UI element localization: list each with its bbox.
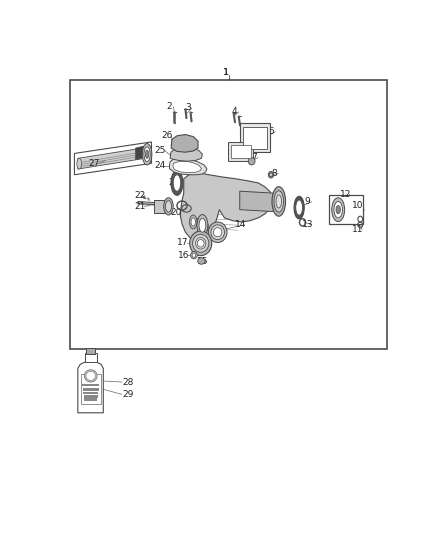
Ellipse shape xyxy=(190,215,197,229)
Text: 5: 5 xyxy=(268,127,274,136)
Bar xyxy=(82,384,99,386)
Bar xyxy=(329,195,363,224)
Polygon shape xyxy=(74,142,152,175)
Bar xyxy=(86,349,95,354)
Ellipse shape xyxy=(164,198,173,215)
Ellipse shape xyxy=(276,195,282,208)
Ellipse shape xyxy=(294,196,304,219)
Ellipse shape xyxy=(145,150,149,158)
Text: 23: 23 xyxy=(169,177,180,187)
Bar xyxy=(243,127,267,149)
Ellipse shape xyxy=(197,215,208,236)
Bar xyxy=(85,353,97,362)
Bar xyxy=(70,80,388,349)
Ellipse shape xyxy=(208,222,227,243)
Ellipse shape xyxy=(269,173,272,176)
Bar xyxy=(228,142,254,160)
Bar xyxy=(83,388,99,391)
Text: 29: 29 xyxy=(122,390,134,399)
Ellipse shape xyxy=(190,231,212,256)
Ellipse shape xyxy=(197,240,204,247)
Text: 13: 13 xyxy=(302,220,314,229)
Bar xyxy=(84,395,98,398)
Text: 11: 11 xyxy=(352,225,364,235)
Polygon shape xyxy=(78,362,103,413)
Text: 1: 1 xyxy=(223,68,229,77)
Ellipse shape xyxy=(192,253,196,257)
Text: 22: 22 xyxy=(134,191,146,200)
Text: 20: 20 xyxy=(170,208,182,217)
Text: 25: 25 xyxy=(154,146,166,155)
Ellipse shape xyxy=(142,143,152,165)
Ellipse shape xyxy=(248,158,255,165)
Bar xyxy=(84,399,97,401)
Bar xyxy=(154,200,171,213)
Ellipse shape xyxy=(171,171,183,195)
Ellipse shape xyxy=(77,158,81,169)
Polygon shape xyxy=(180,173,272,241)
Text: 15: 15 xyxy=(197,257,208,266)
Bar xyxy=(240,124,270,152)
Ellipse shape xyxy=(336,206,340,214)
Text: 16: 16 xyxy=(178,251,190,260)
Ellipse shape xyxy=(173,175,181,191)
Ellipse shape xyxy=(211,225,224,240)
Ellipse shape xyxy=(274,191,283,212)
Polygon shape xyxy=(170,147,202,161)
Ellipse shape xyxy=(191,252,197,259)
Text: 7: 7 xyxy=(251,153,257,162)
Polygon shape xyxy=(240,191,276,212)
Text: 14: 14 xyxy=(235,220,247,229)
Text: 3: 3 xyxy=(185,103,191,112)
Ellipse shape xyxy=(199,219,206,232)
Ellipse shape xyxy=(144,147,150,161)
Text: 28: 28 xyxy=(122,377,134,386)
Ellipse shape xyxy=(84,370,97,382)
Polygon shape xyxy=(170,158,207,175)
Ellipse shape xyxy=(193,235,209,252)
Ellipse shape xyxy=(198,257,205,264)
Text: 24: 24 xyxy=(154,161,166,170)
Text: 26: 26 xyxy=(162,131,173,140)
Text: 18: 18 xyxy=(205,224,217,232)
Text: 19: 19 xyxy=(191,218,202,227)
Text: 1: 1 xyxy=(223,68,229,77)
Ellipse shape xyxy=(272,187,286,216)
Ellipse shape xyxy=(86,372,95,381)
Ellipse shape xyxy=(332,198,345,222)
Ellipse shape xyxy=(296,200,303,215)
Polygon shape xyxy=(173,161,201,173)
Polygon shape xyxy=(171,134,198,152)
Bar xyxy=(81,374,101,405)
Ellipse shape xyxy=(268,172,274,178)
Ellipse shape xyxy=(196,238,206,249)
Ellipse shape xyxy=(166,200,172,212)
Bar xyxy=(83,392,98,394)
Bar xyxy=(231,145,251,158)
Ellipse shape xyxy=(191,218,195,226)
Ellipse shape xyxy=(213,228,222,237)
Text: 17: 17 xyxy=(177,238,189,247)
Polygon shape xyxy=(135,146,144,159)
Text: 21: 21 xyxy=(134,202,146,211)
Text: 6: 6 xyxy=(232,146,237,155)
Text: 9: 9 xyxy=(305,197,311,206)
Text: 8: 8 xyxy=(272,169,277,178)
Polygon shape xyxy=(78,148,142,169)
Text: 27: 27 xyxy=(88,159,99,168)
Ellipse shape xyxy=(334,201,343,218)
Text: 2: 2 xyxy=(167,102,172,111)
Text: 10: 10 xyxy=(352,201,364,210)
Text: 4: 4 xyxy=(232,108,237,117)
Text: 12: 12 xyxy=(340,190,351,199)
